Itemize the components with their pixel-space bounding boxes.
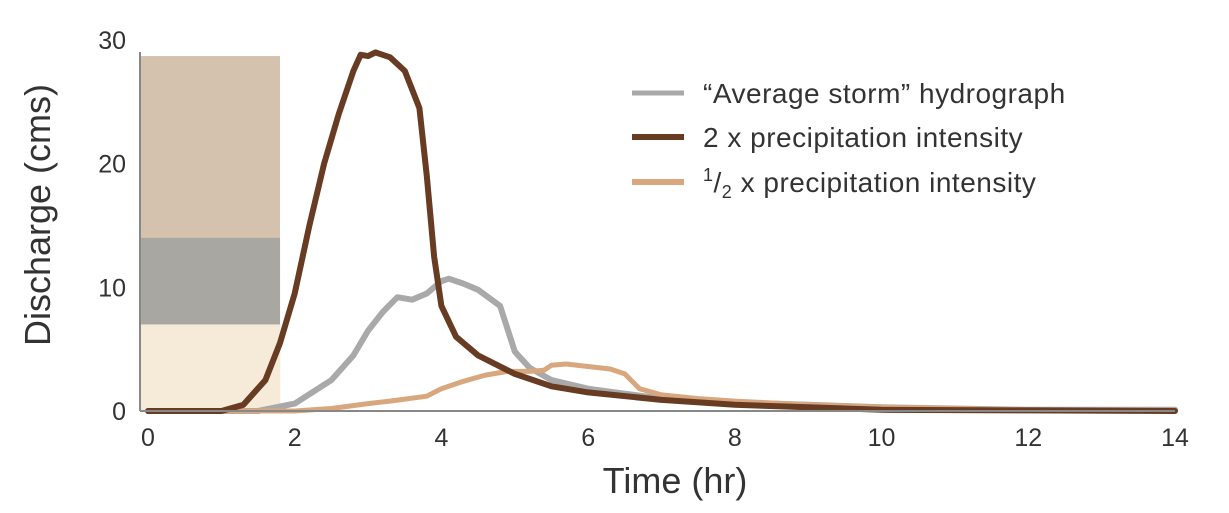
legend-half-sup: 1	[703, 165, 714, 185]
precip-bar-1-2-x-precipitation-intensity	[140, 324, 281, 411]
x-tick-label-6: 6	[581, 424, 595, 452]
x-tick-label-2: 2	[288, 424, 302, 452]
series-line-1-2-x-precipitation-intensity	[145, 361, 1178, 414]
legend-half-sub: 2	[722, 182, 733, 202]
y-tick-label-10: 10	[98, 274, 126, 302]
legend: “Average storm” hydrograph 2 x precipita…	[632, 78, 1066, 202]
y-tick-label-20: 20	[98, 151, 126, 179]
y-tick-label-30: 30	[98, 27, 126, 55]
x-tick-label-4: 4	[434, 424, 448, 452]
x-tick-label-0: 0	[141, 424, 155, 452]
legend-label-double: 2 x precipitation intensity	[703, 122, 1023, 153]
axes	[139, 52, 1175, 412]
series-line-2-x-precipitation-intensity	[145, 49, 1178, 414]
legend-label-average: “Average storm” hydrograph	[703, 78, 1066, 109]
y-tick-label-0: 0	[112, 398, 126, 426]
x-axis-title: Time (hr)	[603, 460, 748, 501]
x-tick-label-10: 10	[868, 424, 896, 452]
legend-label-half: 1/2 x precipitation intensity	[703, 165, 1036, 202]
legend-half-rest: x precipitation intensity	[732, 167, 1036, 198]
precipitation-bars	[140, 56, 281, 412]
x-tick-label-14: 14	[1161, 424, 1189, 452]
x-tick-label-8: 8	[728, 424, 742, 452]
hydrograph-lines	[145, 49, 1178, 414]
x-tick-label-12: 12	[1014, 424, 1042, 452]
y-axis-title: Discharge (cms)	[17, 84, 58, 346]
series-line-average-storm-hydrograph	[145, 275, 1178, 414]
